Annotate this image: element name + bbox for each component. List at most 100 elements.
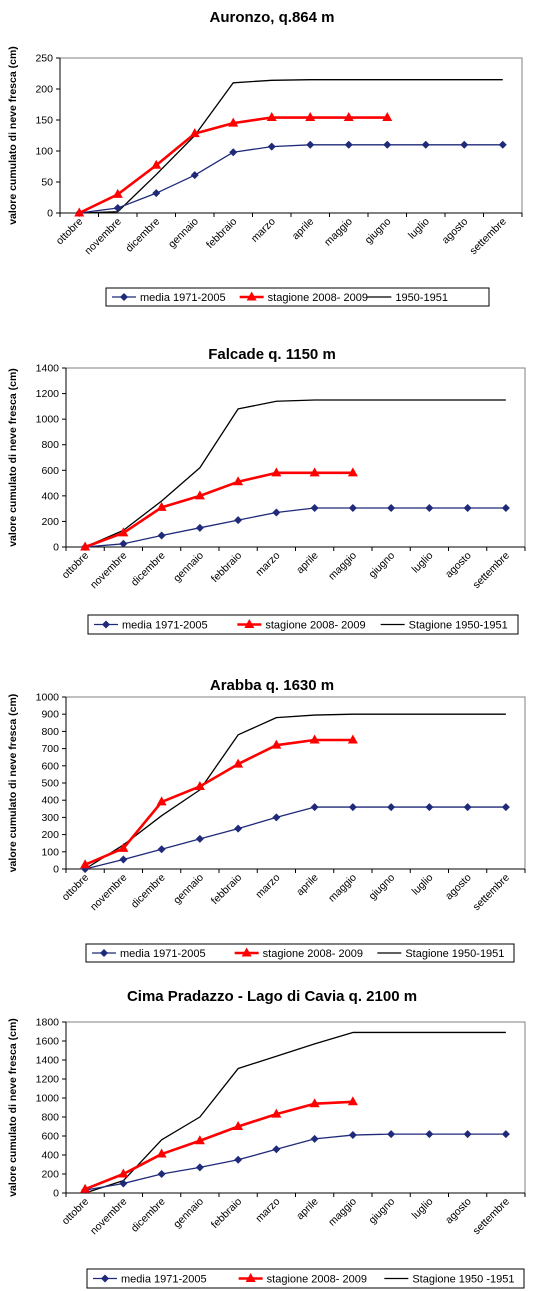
- x-tick-label: aprile: [294, 1196, 321, 1223]
- data-point-diamond: [229, 148, 238, 157]
- y-tick-label: 800: [41, 726, 59, 738]
- series-3: [84, 1031, 506, 1194]
- series-3: [79, 79, 503, 214]
- legend-item: Stagione 1950-1951: [377, 948, 504, 960]
- y-tick-label: 900: [41, 709, 59, 721]
- y-tick-label: 1400: [36, 1055, 60, 1067]
- x-tick-label: giugno: [363, 216, 394, 247]
- legend-item: media 1971-2005: [92, 948, 206, 960]
- plot-area: [65, 367, 526, 548]
- legend-item: stagione 2008- 2009: [234, 947, 363, 960]
- legend-item: media 1971-2005: [94, 620, 208, 632]
- x-tick-label: gennaio: [171, 872, 206, 907]
- y-tick-label: 800: [41, 1112, 59, 1124]
- data-point-diamond: [498, 140, 507, 149]
- legend-label: media 1971-2005: [120, 948, 206, 960]
- data-point-diamond: [344, 140, 353, 149]
- x-tick-label: dicembre: [129, 1196, 168, 1235]
- x-tick-label: luglio: [410, 1196, 436, 1222]
- y-tick-label: 200: [41, 516, 59, 528]
- data-point-diamond: [119, 1179, 128, 1188]
- x-tick-label: luglio: [406, 216, 432, 242]
- series-line: [84, 1100, 353, 1191]
- x-tick-label: marzo: [249, 216, 278, 245]
- legend-box: [105, 287, 490, 307]
- series-2: [80, 467, 358, 551]
- data-point-triangle: [233, 476, 244, 486]
- data-point-triangle: [189, 128, 200, 138]
- x-tick-label: marzo: [253, 872, 282, 901]
- data-point-triangle: [80, 1183, 91, 1193]
- chart-4: Cima Pradazzo - Lago di Cavia q. 2100 m 0…: [7, 988, 526, 1289]
- chart-title: Cima Pradazzo - Lago di Cavia q. 2100 m: [127, 988, 417, 1005]
- chart-3: Arabba q. 1630 m 0 100 200 300 400 500 600 700 80…: [7, 677, 526, 963]
- data-point-diamond: [190, 171, 199, 180]
- chart-1: Auronzo, q.864 m 0 50 100 150 200 250 valore cu…: [7, 9, 523, 307]
- x-tick-label: aprile: [294, 550, 321, 577]
- x-tick-label: ottobre: [60, 872, 92, 904]
- y-tick-label: 400: [41, 1150, 59, 1162]
- chart-title: Auronzo, q.864 m: [209, 9, 334, 26]
- data-point-triangle: [156, 501, 167, 511]
- data-point-triangle: [347, 1096, 358, 1106]
- x-tick-label: giugno: [366, 550, 397, 581]
- series-line: [78, 116, 388, 215]
- series-2: [74, 112, 393, 217]
- data-point-diamond: [387, 1130, 396, 1139]
- x-tick-label: maggio: [322, 216, 355, 249]
- series-line: [84, 471, 353, 549]
- x-tick-label: agosto: [443, 550, 474, 581]
- y-tick-label: 300: [41, 812, 59, 824]
- legend-label: stagione 2008- 2009: [263, 948, 363, 960]
- x-tick-label: giugno: [366, 872, 397, 903]
- data-point-diamond: [463, 504, 472, 513]
- y-tick-label: 1000: [36, 692, 60, 704]
- data-point-triangle: [266, 112, 277, 122]
- y-tick-label: 700: [41, 743, 59, 755]
- y-axis-label: valore cumulato di neve fresca (cm): [7, 694, 19, 873]
- y-tick-label: 1200: [36, 388, 60, 400]
- series-line: [85, 1133, 506, 1191]
- legend-marker: [120, 293, 128, 301]
- data-point-triangle: [309, 467, 320, 477]
- data-point-diamond: [387, 803, 396, 812]
- x-tick-label: ottobre: [54, 216, 86, 248]
- y-tick-label: 0: [47, 208, 53, 220]
- data-point-diamond: [348, 803, 357, 812]
- data-point-triangle: [194, 490, 205, 500]
- legend-box: [86, 1268, 525, 1289]
- x-tick-label: gennaio: [166, 216, 201, 251]
- legend-marker: [102, 620, 110, 629]
- y-tick-label: 100: [35, 146, 53, 158]
- series-line: [84, 399, 506, 548]
- data-point-diamond: [119, 539, 128, 548]
- legend-box: [87, 614, 519, 635]
- data-point-triangle: [156, 796, 167, 806]
- x-tick-label: febbraio: [209, 1196, 244, 1231]
- x-tick-label: novembre: [88, 872, 130, 914]
- x-tick-label: luglio: [410, 550, 436, 576]
- x-tick-label: agosto: [443, 872, 474, 903]
- x-tick-label: maggio: [326, 1196, 359, 1229]
- series-1: [81, 803, 510, 873]
- data-point-diamond: [195, 1163, 204, 1172]
- data-point-triangle: [382, 112, 393, 122]
- x-tick-label: gennaio: [171, 550, 206, 585]
- y-tick-label: 200: [41, 829, 59, 841]
- x-tick-label: agosto: [443, 1196, 474, 1227]
- y-tick-label: 1200: [36, 1074, 60, 1086]
- y-tick-label: 0: [53, 542, 59, 554]
- chart-title: Arabba q. 1630 m: [210, 677, 334, 694]
- data-point-diamond: [425, 504, 434, 513]
- data-point-triangle: [305, 112, 316, 122]
- data-point-diamond: [348, 504, 357, 513]
- legend-item: 1950-1951: [367, 292, 448, 304]
- data-point-diamond: [152, 189, 161, 198]
- x-tick-label: novembre: [88, 550, 130, 592]
- legend-label: Stagione 1950-1951: [405, 948, 504, 960]
- series-1: [81, 504, 510, 551]
- data-point-diamond: [310, 504, 319, 513]
- y-tick-label: 100: [41, 846, 59, 858]
- y-tick-label: 500: [41, 778, 59, 790]
